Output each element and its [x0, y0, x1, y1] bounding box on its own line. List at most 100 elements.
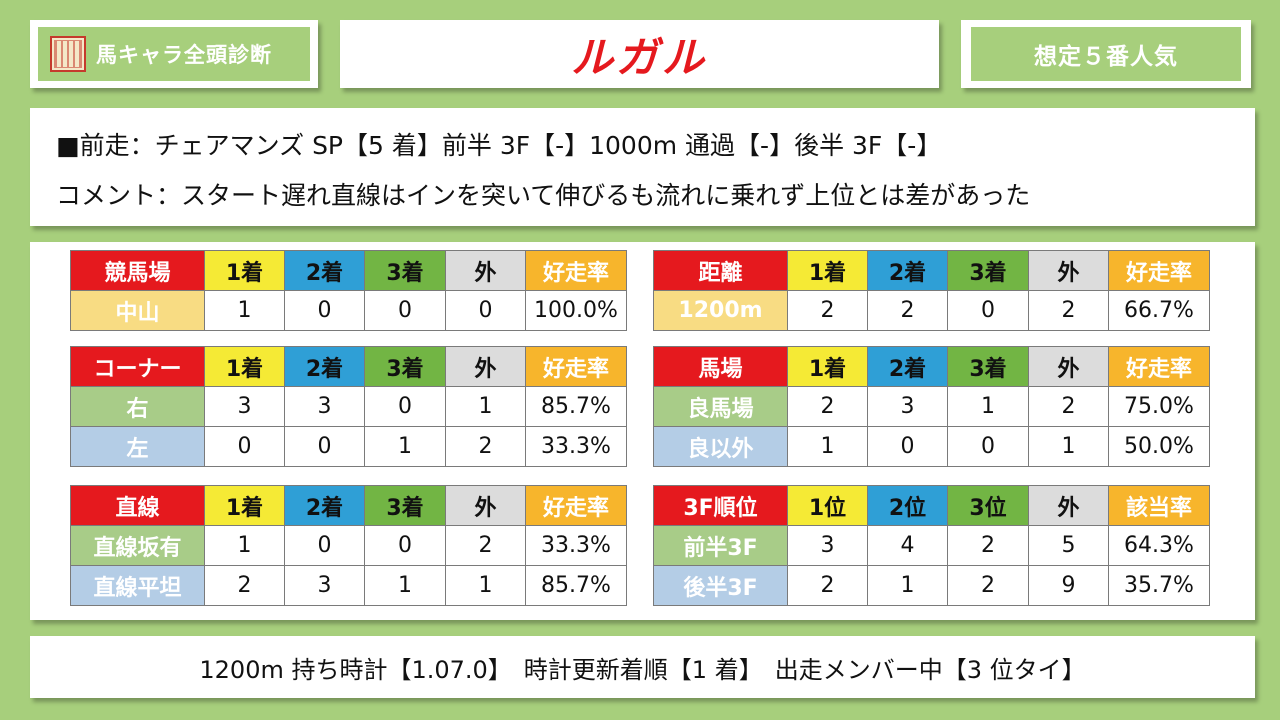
- table-cell: 75.0%: [1108, 386, 1210, 427]
- header-cell: 好走率: [525, 485, 627, 526]
- table-cell: 2: [1028, 386, 1109, 427]
- header-cell: 外: [445, 346, 526, 387]
- previous-race-line: ■前走：チェアマンズ SP【5 着】前半 3F【-】1000m 通過【-】後半 …: [56, 131, 942, 160]
- table-cell: 0: [947, 290, 1029, 331]
- comment-line: コメント：スタート遅れ直線はインを突いて伸びるも流れに乗れず上位とは差があった: [56, 181, 1031, 210]
- table-cell: 2: [204, 565, 285, 606]
- table-cell: 1: [1028, 426, 1109, 467]
- table-cell: 0: [284, 426, 365, 467]
- table-header-row: 競馬場 1着 2着 3着 外 好走率: [70, 250, 627, 291]
- row-label: 直線坂有: [70, 525, 205, 566]
- table-cell: 33.3%: [525, 525, 627, 566]
- table-cell: 1: [787, 426, 868, 467]
- header-cell: 2着: [867, 250, 948, 291]
- table-cell: 2: [947, 565, 1029, 606]
- table-cell: 1: [947, 386, 1029, 427]
- table-cell: 100.0%: [525, 290, 627, 331]
- table-row: 前半3F 3 4 2 5 64.3%: [653, 525, 1210, 566]
- rank-3f-table: 3F順位 1位 2位 3位 外 該当率 前半3F 3 4 2 5 64.3% 後…: [653, 485, 1210, 606]
- table-cell: 2: [787, 386, 868, 427]
- table-cell: 4: [867, 525, 948, 566]
- header-cell: 2着: [284, 485, 365, 526]
- table-cell: 1: [204, 290, 285, 331]
- header-cell: 外: [445, 485, 526, 526]
- header-cell: 2位: [867, 485, 948, 526]
- table-cell: 1: [364, 565, 446, 606]
- header-left-badge: 馬キャラ全頭診断: [38, 27, 310, 81]
- table-row: 良馬場 2 3 1 2 75.0%: [653, 386, 1210, 427]
- table-cell: 3: [867, 386, 948, 427]
- header-cell: 2着: [284, 250, 365, 291]
- table-cell: 0: [364, 525, 446, 566]
- horse-name-panel: ルガル: [340, 20, 939, 88]
- header-left-label: 馬キャラ全頭診断: [96, 43, 272, 67]
- row-label: 後半3F: [653, 565, 788, 606]
- table-header-row: コーナー 1着 2着 3着 外 好走率: [70, 346, 627, 387]
- table-cell: 0: [284, 290, 365, 331]
- table-cell: 3: [204, 386, 285, 427]
- header-cell: コーナー: [70, 346, 205, 387]
- header-cell: 2着: [867, 346, 948, 387]
- row-label: 前半3F: [653, 525, 788, 566]
- header-cell: 3着: [364, 346, 446, 387]
- header-cell: 3着: [364, 485, 446, 526]
- table-cell: 33.3%: [525, 426, 627, 467]
- table-cell: 9: [1028, 565, 1109, 606]
- table-cell: 3: [284, 565, 365, 606]
- table-cell: 1: [445, 386, 526, 427]
- table-row: 右 3 3 0 1 85.7%: [70, 386, 627, 427]
- table-cell: 0: [867, 426, 948, 467]
- header-cell: 馬場: [653, 346, 788, 387]
- table-cell: 3: [787, 525, 868, 566]
- popularity-panel: 想定５番人気: [961, 20, 1251, 88]
- table-cell: 0: [445, 290, 526, 331]
- table-row: 後半3F 2 1 2 9 35.7%: [653, 565, 1210, 606]
- table-row: 直線坂有 1 0 0 2 33.3%: [70, 525, 627, 566]
- header-cell: 外: [1028, 250, 1109, 291]
- popularity-label: 想定５番人気: [971, 27, 1241, 81]
- row-label: 右: [70, 386, 205, 427]
- stats-tables-panel: 競馬場 1着 2着 3着 外 好走率 中山 1 0 0 0 100.0% 距離 …: [30, 242, 1255, 620]
- table-row: 良以外 1 0 0 1 50.0%: [653, 426, 1210, 467]
- row-label: 中山: [70, 290, 205, 331]
- best-time-panel: 1200m 持ち時計【1.07.0】 時計更新着順【1 着】 出走メンバー中【3…: [30, 636, 1255, 698]
- header-cell: 1着: [787, 250, 868, 291]
- header-cell: 外: [445, 250, 526, 291]
- table-cell: 0: [364, 386, 446, 427]
- table-cell: 2: [867, 290, 948, 331]
- previous-race-info: ■前走：チェアマンズ SP【5 着】前半 3F【-】1000m 通過【-】後半 …: [30, 108, 1255, 226]
- header-cell: 3位: [947, 485, 1029, 526]
- table-cell: 0: [947, 426, 1029, 467]
- table-cell: 1: [364, 426, 446, 467]
- table-cell: 2: [787, 290, 868, 331]
- header-cell: 1位: [787, 485, 868, 526]
- row-label: 直線平坦: [70, 565, 205, 606]
- header-cell: 好走率: [1108, 250, 1210, 291]
- header-cell: 好走率: [1108, 346, 1210, 387]
- table-cell: 0: [364, 290, 446, 331]
- table-row: 中山 1 0 0 0 100.0%: [70, 290, 627, 331]
- table-cell: 2: [787, 565, 868, 606]
- row-label: 良以外: [653, 426, 788, 467]
- table-header-row: 3F順位 1位 2位 3位 外 該当率: [653, 485, 1210, 526]
- horse-name: ルガル: [571, 32, 708, 82]
- header-cell: 1着: [787, 346, 868, 387]
- header-cell: 1着: [204, 250, 285, 291]
- table-cell: 2: [1028, 290, 1109, 331]
- sumire-logo-icon: [50, 36, 86, 72]
- table-row: 1200m 2 2 0 2 66.7%: [653, 290, 1210, 331]
- table-header-row: 馬場 1着 2着 3着 外 好走率: [653, 346, 1210, 387]
- table-cell: 1: [445, 565, 526, 606]
- header-left-panel: 馬キャラ全頭診断: [30, 20, 318, 88]
- header-cell: 好走率: [525, 346, 627, 387]
- course-table: 競馬場 1着 2着 3着 外 好走率 中山 1 0 0 0 100.0%: [70, 250, 627, 331]
- table-row: 左 0 0 1 2 33.3%: [70, 426, 627, 467]
- row-label: 1200m: [653, 290, 788, 331]
- table-cell: 35.7%: [1108, 565, 1210, 606]
- table-cell: 66.7%: [1108, 290, 1210, 331]
- row-label: 左: [70, 426, 205, 467]
- header-cell: 競馬場: [70, 250, 205, 291]
- table-cell: 5: [1028, 525, 1109, 566]
- header-cell: 3F順位: [653, 485, 788, 526]
- header-cell: 2着: [284, 346, 365, 387]
